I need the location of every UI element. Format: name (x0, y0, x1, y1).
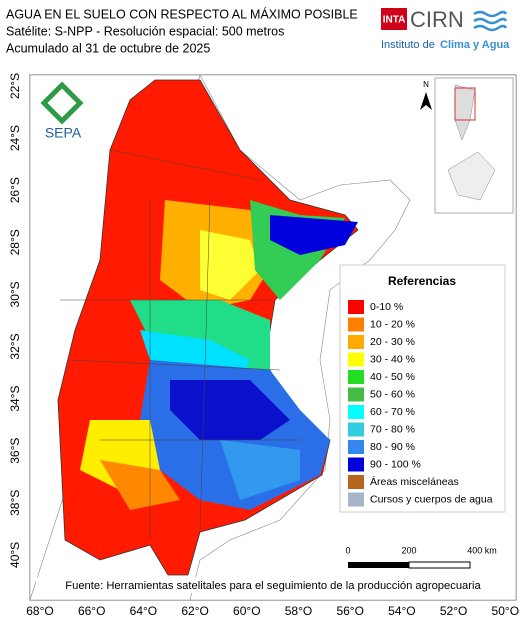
legend-items: 0-10 % 10 - 20 % 20 - 30 % 30 - 40 % 40 - 50… (348, 300, 493, 507)
cirn-text: CIRN (410, 7, 464, 32)
legend-swatch (348, 422, 364, 437)
legend-label: Cursos y cuerpos de agua (370, 493, 493, 505)
legend-label: 90 - 100 % (370, 458, 421, 470)
institute-highlight: Clima y Agua (440, 39, 510, 51)
inset-highlight (454, 87, 476, 121)
longitude-label: 66°O (78, 604, 105, 618)
source-text: Fuente: Herramientas satelitales para el… (65, 580, 481, 592)
latitude-label: 30°S (8, 281, 22, 307)
legend-label: 20 - 30 % (370, 336, 415, 348)
scale-label: 200 (401, 545, 416, 555)
inset-antarctica (447, 151, 496, 201)
legend-swatch (348, 457, 364, 472)
legend-swatch (348, 317, 364, 332)
legend-label: 70 - 80 % (370, 423, 415, 435)
sepa-text: SEPA (45, 125, 82, 141)
longitude-label: 50°O (492, 604, 519, 618)
inta-logo (381, 8, 407, 30)
longitude-label: 52°O (440, 604, 467, 618)
legend-label: 10 - 20 % (370, 318, 415, 330)
legend-swatch (348, 300, 364, 314)
latitude-label: 40°S (8, 542, 22, 568)
north-label: N (423, 80, 429, 89)
latitude-label: 38°S (8, 490, 22, 516)
legend-box (339, 264, 506, 513)
latitude-label: 28°S (8, 229, 22, 255)
latitude-label: 36°S (8, 438, 22, 464)
longitude-label: 58°O (285, 604, 312, 618)
institute-text: Instituto de (381, 39, 435, 51)
legend-swatch (348, 370, 364, 384)
legend-label: 50 - 60 % (370, 388, 415, 400)
source-bg (36, 577, 510, 593)
legend-swatch (348, 440, 364, 454)
legend-label: 80 - 90 % (370, 441, 415, 453)
grid-labels: 22°S 24°S 26°S 28°S 30°S 32°S 34°S 36°S 38°S 40°S… (8, 73, 519, 618)
legend-label: 60 - 70 % (370, 406, 415, 418)
longitude-label: 60°O (233, 604, 260, 618)
header-line: Acumulado al 31 de octubre de 2025 (6, 41, 210, 55)
header-line: AGUA EN EL SUELO CON RESPECTO AL MÁXIMO … (6, 6, 358, 21)
scale-bar (408, 561, 471, 569)
inta-text: INTA (383, 15, 406, 26)
legend-swatch (348, 492, 364, 507)
legend-label: 40 - 50 % (370, 371, 415, 383)
latitude-label: 32°S (8, 333, 22, 359)
legend-label: 30 - 40 % (370, 353, 415, 365)
longitude-label: 54°O (388, 604, 415, 618)
scale-bar (348, 562, 409, 568)
longitude-label: 68°O (26, 604, 53, 618)
legend-label: Áreas misceláneas (370, 475, 459, 488)
scale-label: 400 km (467, 545, 497, 555)
legend-swatch (348, 405, 364, 419)
latitude-label: 34°S (8, 386, 22, 412)
scale-label: 0 (345, 545, 350, 555)
sepa-logo (40, 81, 84, 125)
latitude-label: 26°S (8, 177, 22, 203)
header-line: Satélite: S-NPP - Resolución espacial: 5… (6, 24, 284, 38)
north-arrow (420, 92, 432, 110)
latitude-label: 24°S (8, 125, 22, 151)
longitude-label: 64°O (130, 604, 157, 618)
legend-label: 0-10 % (370, 301, 403, 313)
longitude-label: 62°O (181, 604, 208, 618)
sepa-logo-bg (40, 80, 85, 145)
legend-title: Referencias (388, 274, 456, 288)
legend-swatch (348, 475, 364, 489)
cirn-waves (473, 10, 508, 32)
latitude-label: 22°S (8, 73, 22, 99)
longitude-label: 56°O (336, 604, 363, 618)
legend-swatch (348, 352, 364, 367)
legend-swatch (348, 387, 364, 402)
legend-swatch (348, 335, 364, 349)
